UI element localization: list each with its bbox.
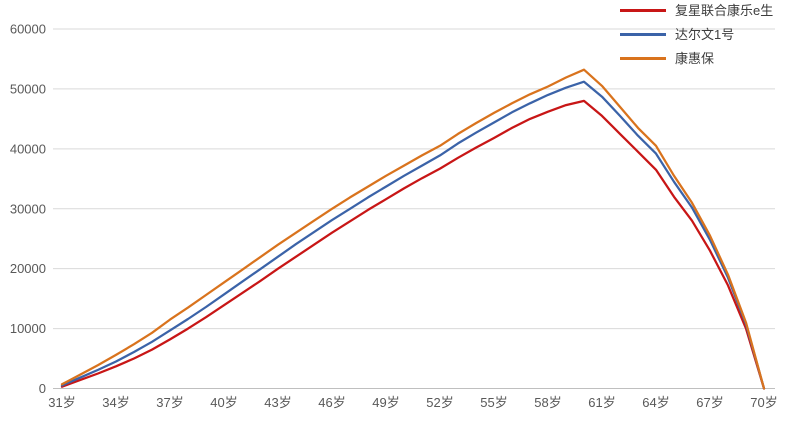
y-axis-tick-label: 30000	[10, 201, 46, 216]
x-axis-tick-label: 43岁	[264, 395, 291, 410]
legend: 复星联合康乐e生 达尔文1号 康惠保	[620, 0, 773, 70]
legend-item: 达尔文1号	[620, 22, 773, 46]
y-axis-tick-label: 40000	[10, 141, 46, 156]
legend-label: 复星联合康乐e生	[675, 2, 774, 18]
x-axis-tick-label: 37岁	[156, 395, 183, 410]
legend-label: 达尔文1号	[675, 26, 735, 42]
y-axis-tick-label: 20000	[10, 261, 46, 276]
x-axis-tick-label: 31岁	[48, 395, 75, 410]
series-line	[60, 80, 766, 390]
legend-item: 康惠保	[620, 46, 773, 70]
x-axis-tick-label: 70岁	[750, 395, 777, 410]
x-axis-tick-label: 64岁	[642, 395, 669, 410]
x-axis-tick-label: 46岁	[318, 395, 345, 410]
x-axis-tick-label: 67岁	[696, 395, 723, 410]
legend-label: 康惠保	[675, 50, 715, 66]
x-axis-tick-label: 58岁	[534, 395, 561, 410]
y-axis-tick-label: 60000	[10, 22, 46, 37]
x-axis-tick-label: 34岁	[102, 395, 129, 410]
legend-line-swatch	[620, 32, 666, 36]
x-axis-tick-label: 55岁	[480, 395, 507, 410]
y-axis-tick-label: 50000	[10, 81, 46, 96]
x-axis-tick-label: 52岁	[426, 395, 453, 410]
y-axis-tick-label: 0	[39, 381, 46, 396]
series-line	[60, 99, 766, 390]
series-line	[60, 68, 766, 390]
x-axis-tick-label: 61岁	[588, 395, 615, 410]
legend-line-swatch	[620, 8, 666, 12]
y-axis-tick-label: 10000	[10, 321, 46, 336]
x-axis-tick-label: 40岁	[210, 395, 237, 410]
x-axis-tick-label: 49岁	[372, 395, 399, 410]
legend-item: 复星联合康乐e生	[620, 0, 773, 22]
legend-line-swatch	[620, 56, 666, 60]
